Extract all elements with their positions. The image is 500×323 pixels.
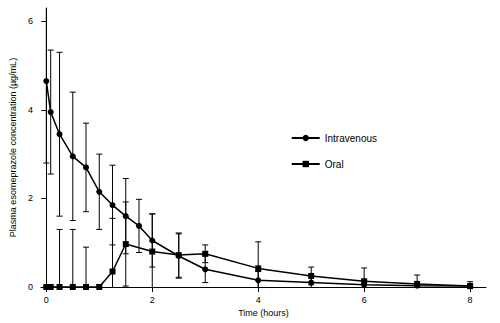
svg-text:4: 4 (256, 295, 261, 305)
svg-text:Intravenous: Intravenous (325, 133, 377, 144)
svg-text:0: 0 (44, 295, 49, 305)
svg-text:6: 6 (362, 295, 367, 305)
svg-text:8: 8 (468, 295, 473, 305)
svg-text:6: 6 (28, 16, 33, 26)
svg-text:Time (hours): Time (hours) (238, 308, 289, 318)
svg-text:2: 2 (28, 193, 33, 203)
svg-text:Plasma esomeprazole concentrat: Plasma esomeprazole concentration (µg/mL… (8, 58, 18, 237)
svg-text:4: 4 (28, 105, 33, 115)
svg-text:2: 2 (150, 295, 155, 305)
svg-text:0: 0 (28, 282, 33, 292)
svg-text:Oral: Oral (325, 159, 344, 170)
